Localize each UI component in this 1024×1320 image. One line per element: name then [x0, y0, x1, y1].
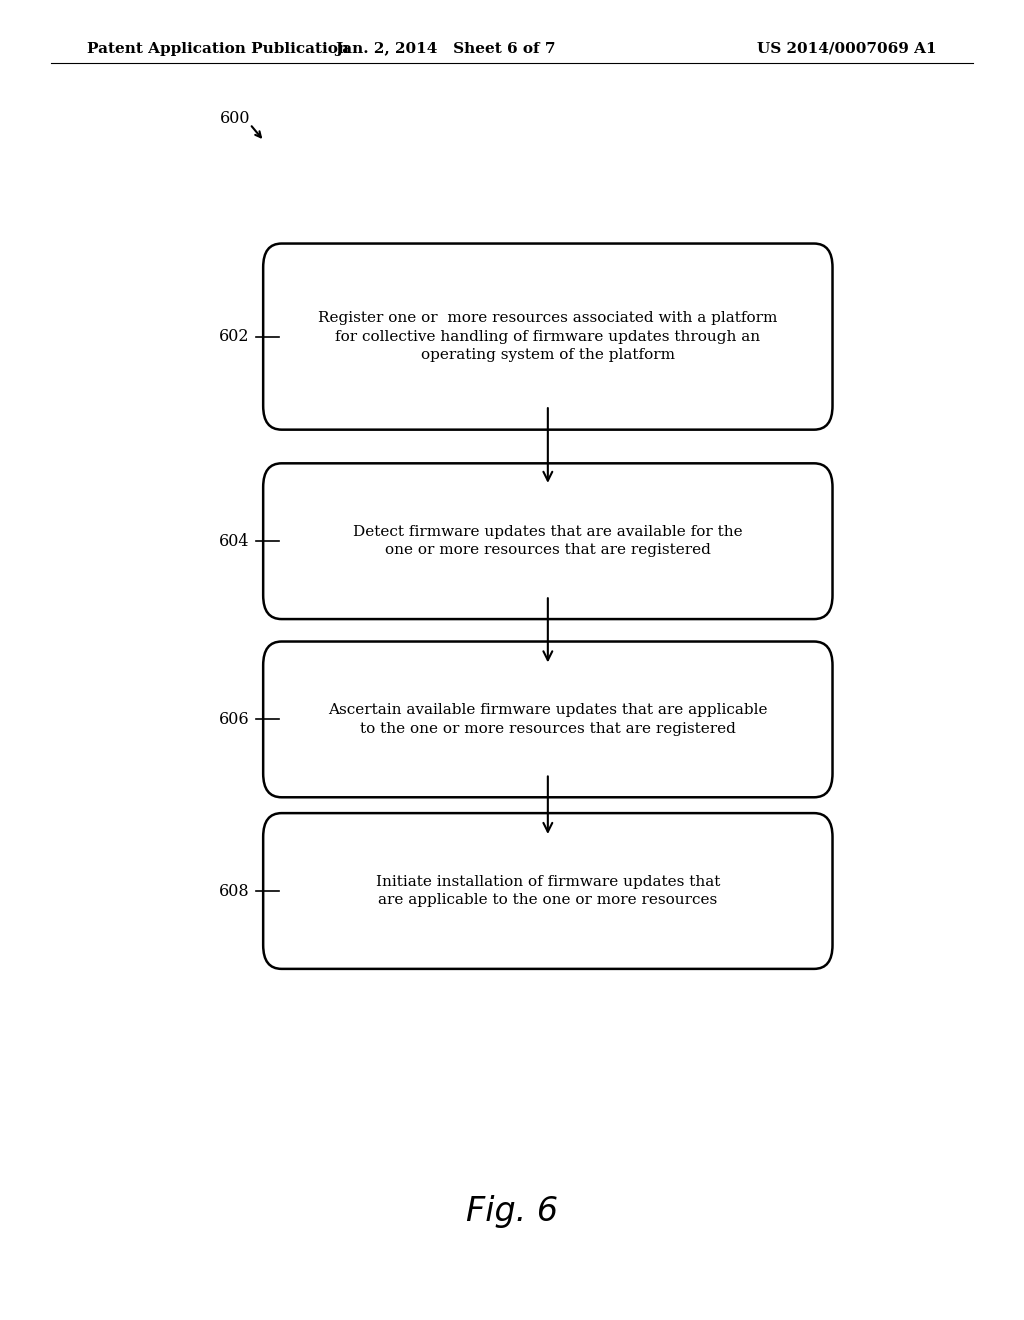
FancyBboxPatch shape — [263, 243, 833, 430]
Text: Register one or  more resources associated with a platform
for collective handli: Register one or more resources associate… — [318, 312, 777, 362]
Text: Fig. 6: Fig. 6 — [466, 1196, 558, 1228]
Text: Initiate installation of firmware updates that
are applicable to the one or more: Initiate installation of firmware update… — [376, 875, 720, 907]
Text: 602: 602 — [219, 329, 250, 345]
Text: 606: 606 — [219, 711, 250, 727]
Text: Detect firmware updates that are available for the
one or more resources that ar: Detect firmware updates that are availab… — [353, 525, 742, 557]
Text: 600: 600 — [220, 111, 251, 127]
FancyBboxPatch shape — [263, 813, 833, 969]
Text: Ascertain available firmware updates that are applicable
to the one or more reso: Ascertain available firmware updates tha… — [328, 704, 768, 735]
FancyBboxPatch shape — [263, 463, 833, 619]
Text: Jan. 2, 2014   Sheet 6 of 7: Jan. 2, 2014 Sheet 6 of 7 — [335, 42, 556, 55]
FancyBboxPatch shape — [263, 642, 833, 797]
Text: Patent Application Publication: Patent Application Publication — [87, 42, 349, 55]
Text: US 2014/0007069 A1: US 2014/0007069 A1 — [758, 42, 937, 55]
Text: 608: 608 — [219, 883, 250, 899]
Text: 604: 604 — [219, 533, 250, 549]
